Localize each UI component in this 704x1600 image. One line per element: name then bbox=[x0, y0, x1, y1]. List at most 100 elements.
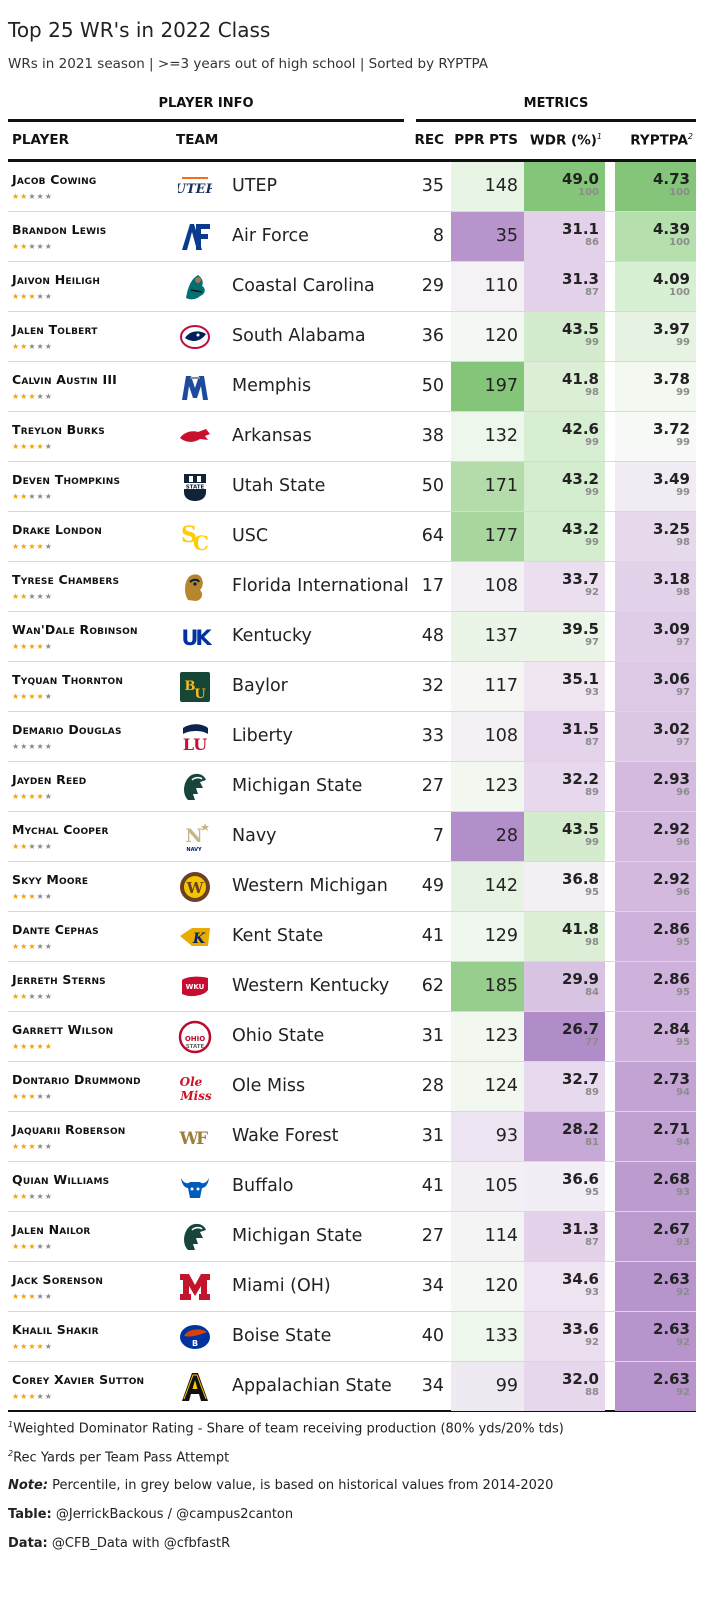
star-empty-icon: ★ bbox=[28, 592, 37, 601]
star-filled-icon: ★ bbox=[20, 1192, 29, 1201]
star-filled-icon: ★ bbox=[12, 1092, 21, 1101]
ryptpa-percentile: 92 bbox=[676, 1287, 690, 1298]
star-filled-icon: ★ bbox=[36, 1342, 45, 1351]
wdr-percentile: 89 bbox=[585, 787, 599, 798]
ppr-points-value: 129 bbox=[451, 912, 524, 961]
star-empty-icon: ★ bbox=[28, 192, 37, 201]
ppr-points-value: 177 bbox=[451, 512, 524, 561]
star-filled-icon: ★ bbox=[28, 392, 37, 401]
receptions-value: 7 bbox=[432, 826, 444, 846]
wdr-cell: 39.5 97 bbox=[524, 612, 605, 661]
header-underline bbox=[8, 159, 696, 162]
ppr-points-value: 120 bbox=[451, 312, 524, 361]
wdr-cell: 31.1 86 bbox=[524, 212, 605, 261]
star-empty-icon: ★ bbox=[44, 692, 53, 701]
footnote-ryptpa-text: Rec Yards per Team Pass Attempt bbox=[13, 1450, 230, 1466]
ryptpa-value: 2.84 bbox=[652, 1020, 690, 1038]
receptions-value: 27 bbox=[421, 776, 444, 796]
recruit-star-rating: ★★★★★ bbox=[12, 1242, 53, 1251]
wdr-value: 41.8 bbox=[561, 370, 599, 388]
wdr-cell: 34.6 93 bbox=[524, 1262, 605, 1311]
ryptpa-percentile: 94 bbox=[676, 1087, 690, 1098]
player-name: Tyrese Chambers bbox=[12, 572, 120, 587]
wdr-cell: 43.2 99 bbox=[524, 462, 605, 511]
team-name: Miami (OH) bbox=[232, 1276, 331, 1296]
wdr-percentile: 98 bbox=[585, 387, 599, 398]
svg-text:B: B bbox=[185, 679, 196, 694]
table-row: Garrett Wilson ★★★★★ OHIO STATE Ohio State 31… bbox=[8, 1012, 696, 1062]
star-filled-icon: ★ bbox=[20, 392, 29, 401]
star-filled-icon: ★ bbox=[20, 842, 29, 851]
star-empty-icon: ★ bbox=[28, 992, 37, 1001]
group-underline-metrics bbox=[416, 119, 696, 122]
ryptpa-value: 2.92 bbox=[652, 870, 690, 888]
player-name: Brandon Lewis bbox=[12, 222, 107, 237]
ppr-points-value: 148 bbox=[451, 162, 524, 211]
star-empty-icon: ★ bbox=[44, 1292, 53, 1301]
column-header-player: PLAYER bbox=[12, 132, 70, 148]
recruit-star-rating: ★★★★★ bbox=[12, 992, 53, 1001]
ryptpa-cell: 3.97 99 bbox=[615, 312, 696, 361]
star-empty-icon: ★ bbox=[44, 592, 53, 601]
navy-logo: N NAVY bbox=[178, 820, 212, 854]
star-empty-icon: ★ bbox=[36, 842, 45, 851]
table-row: Tyrese Chambers ★★★★★ Florida Internationa… bbox=[8, 562, 696, 612]
svg-text:S: S bbox=[181, 522, 197, 548]
recruit-star-rating: ★★★★★ bbox=[12, 292, 53, 301]
ryptpa-cell: 3.78 99 bbox=[615, 362, 696, 411]
team-name: Boise State bbox=[232, 1326, 332, 1346]
star-filled-icon: ★ bbox=[20, 542, 29, 551]
star-filled-icon: ★ bbox=[36, 1042, 45, 1051]
wdr-value: 36.6 bbox=[561, 1170, 599, 1188]
player-name: Garrett Wilson bbox=[12, 1022, 114, 1037]
ryptpa-cell: 3.49 99 bbox=[615, 462, 696, 511]
svg-text:N: N bbox=[185, 825, 202, 847]
wdr-percentile: 93 bbox=[585, 1287, 599, 1298]
wdr-percentile: 77 bbox=[585, 1037, 599, 1048]
svg-text:U: U bbox=[194, 687, 206, 702]
footnote-table-credit: Table: @JerrickBackous / @campus2canton bbox=[8, 1507, 293, 1522]
table-row: Jayden Reed ★★★★★ Michigan State 27 123 32.2 8… bbox=[8, 762, 696, 812]
wdr-value: 34.6 bbox=[561, 1270, 599, 1288]
player-name: Dontario Drummond bbox=[12, 1072, 141, 1087]
star-empty-icon: ★ bbox=[36, 342, 45, 351]
star-empty-icon: ★ bbox=[36, 492, 45, 501]
wdr-percentile: 99 bbox=[585, 837, 599, 848]
table-row: Khalil Shakir ★★★★★ B Boise State 40 133 33.6 9… bbox=[8, 1312, 696, 1362]
wdr-value: 31.5 bbox=[561, 720, 599, 738]
star-empty-icon: ★ bbox=[44, 242, 53, 251]
wdr-cell: 36.6 95 bbox=[524, 1162, 605, 1211]
ryptpa-percentile: 97 bbox=[676, 687, 690, 698]
team-name: Kent State bbox=[232, 926, 324, 946]
team-name: Baylor bbox=[232, 676, 288, 696]
table-row: Demario Douglas ★★★★★ LU Liberty 33 108 31.5 87… bbox=[8, 712, 696, 762]
table-row: Jerreth Sterns ★★★★★ WKU Western Kentucky 62… bbox=[8, 962, 696, 1012]
receptions-value: 49 bbox=[421, 876, 444, 896]
star-filled-icon: ★ bbox=[12, 842, 21, 851]
ppr-points-value: 142 bbox=[451, 862, 524, 911]
ppr-points-value: 93 bbox=[451, 1112, 524, 1161]
ryptpa-cell: 3.06 97 bbox=[615, 662, 696, 711]
ryptpa-percentile: 99 bbox=[676, 387, 690, 398]
ryptpa-percentile: 93 bbox=[676, 1237, 690, 1248]
footnote-ryptpa-mark: 2 bbox=[8, 1449, 14, 1458]
svg-text:B: B bbox=[192, 1339, 198, 1348]
ryptpa-value: 3.09 bbox=[652, 620, 690, 638]
star-filled-icon: ★ bbox=[36, 442, 45, 451]
table-row: Tyquan Thornton ★★★★★ B U Baylor 32 117 35.1 93 3… bbox=[8, 662, 696, 712]
star-empty-icon: ★ bbox=[44, 542, 53, 551]
ryptpa-percentile: 96 bbox=[676, 887, 690, 898]
star-filled-icon: ★ bbox=[12, 1042, 21, 1051]
star-filled-icon: ★ bbox=[20, 892, 29, 901]
ryptpa-value: 3.97 bbox=[652, 320, 690, 338]
ppr-points-value: 99 bbox=[451, 1362, 524, 1411]
footnote-note: Note: Percentile, in grey below value, i… bbox=[8, 1478, 553, 1493]
star-filled-icon: ★ bbox=[12, 292, 21, 301]
ryptpa-value: 2.63 bbox=[652, 1370, 690, 1388]
wdr-cell: 49.0 100 bbox=[524, 162, 605, 211]
ryptpa-percentile: 99 bbox=[676, 437, 690, 448]
ppr-points-value: 132 bbox=[451, 412, 524, 461]
ryptpa-cell: 2.73 94 bbox=[615, 1062, 696, 1111]
wdr-cell: 28.2 81 bbox=[524, 1112, 605, 1161]
team-name: Liberty bbox=[232, 726, 293, 746]
